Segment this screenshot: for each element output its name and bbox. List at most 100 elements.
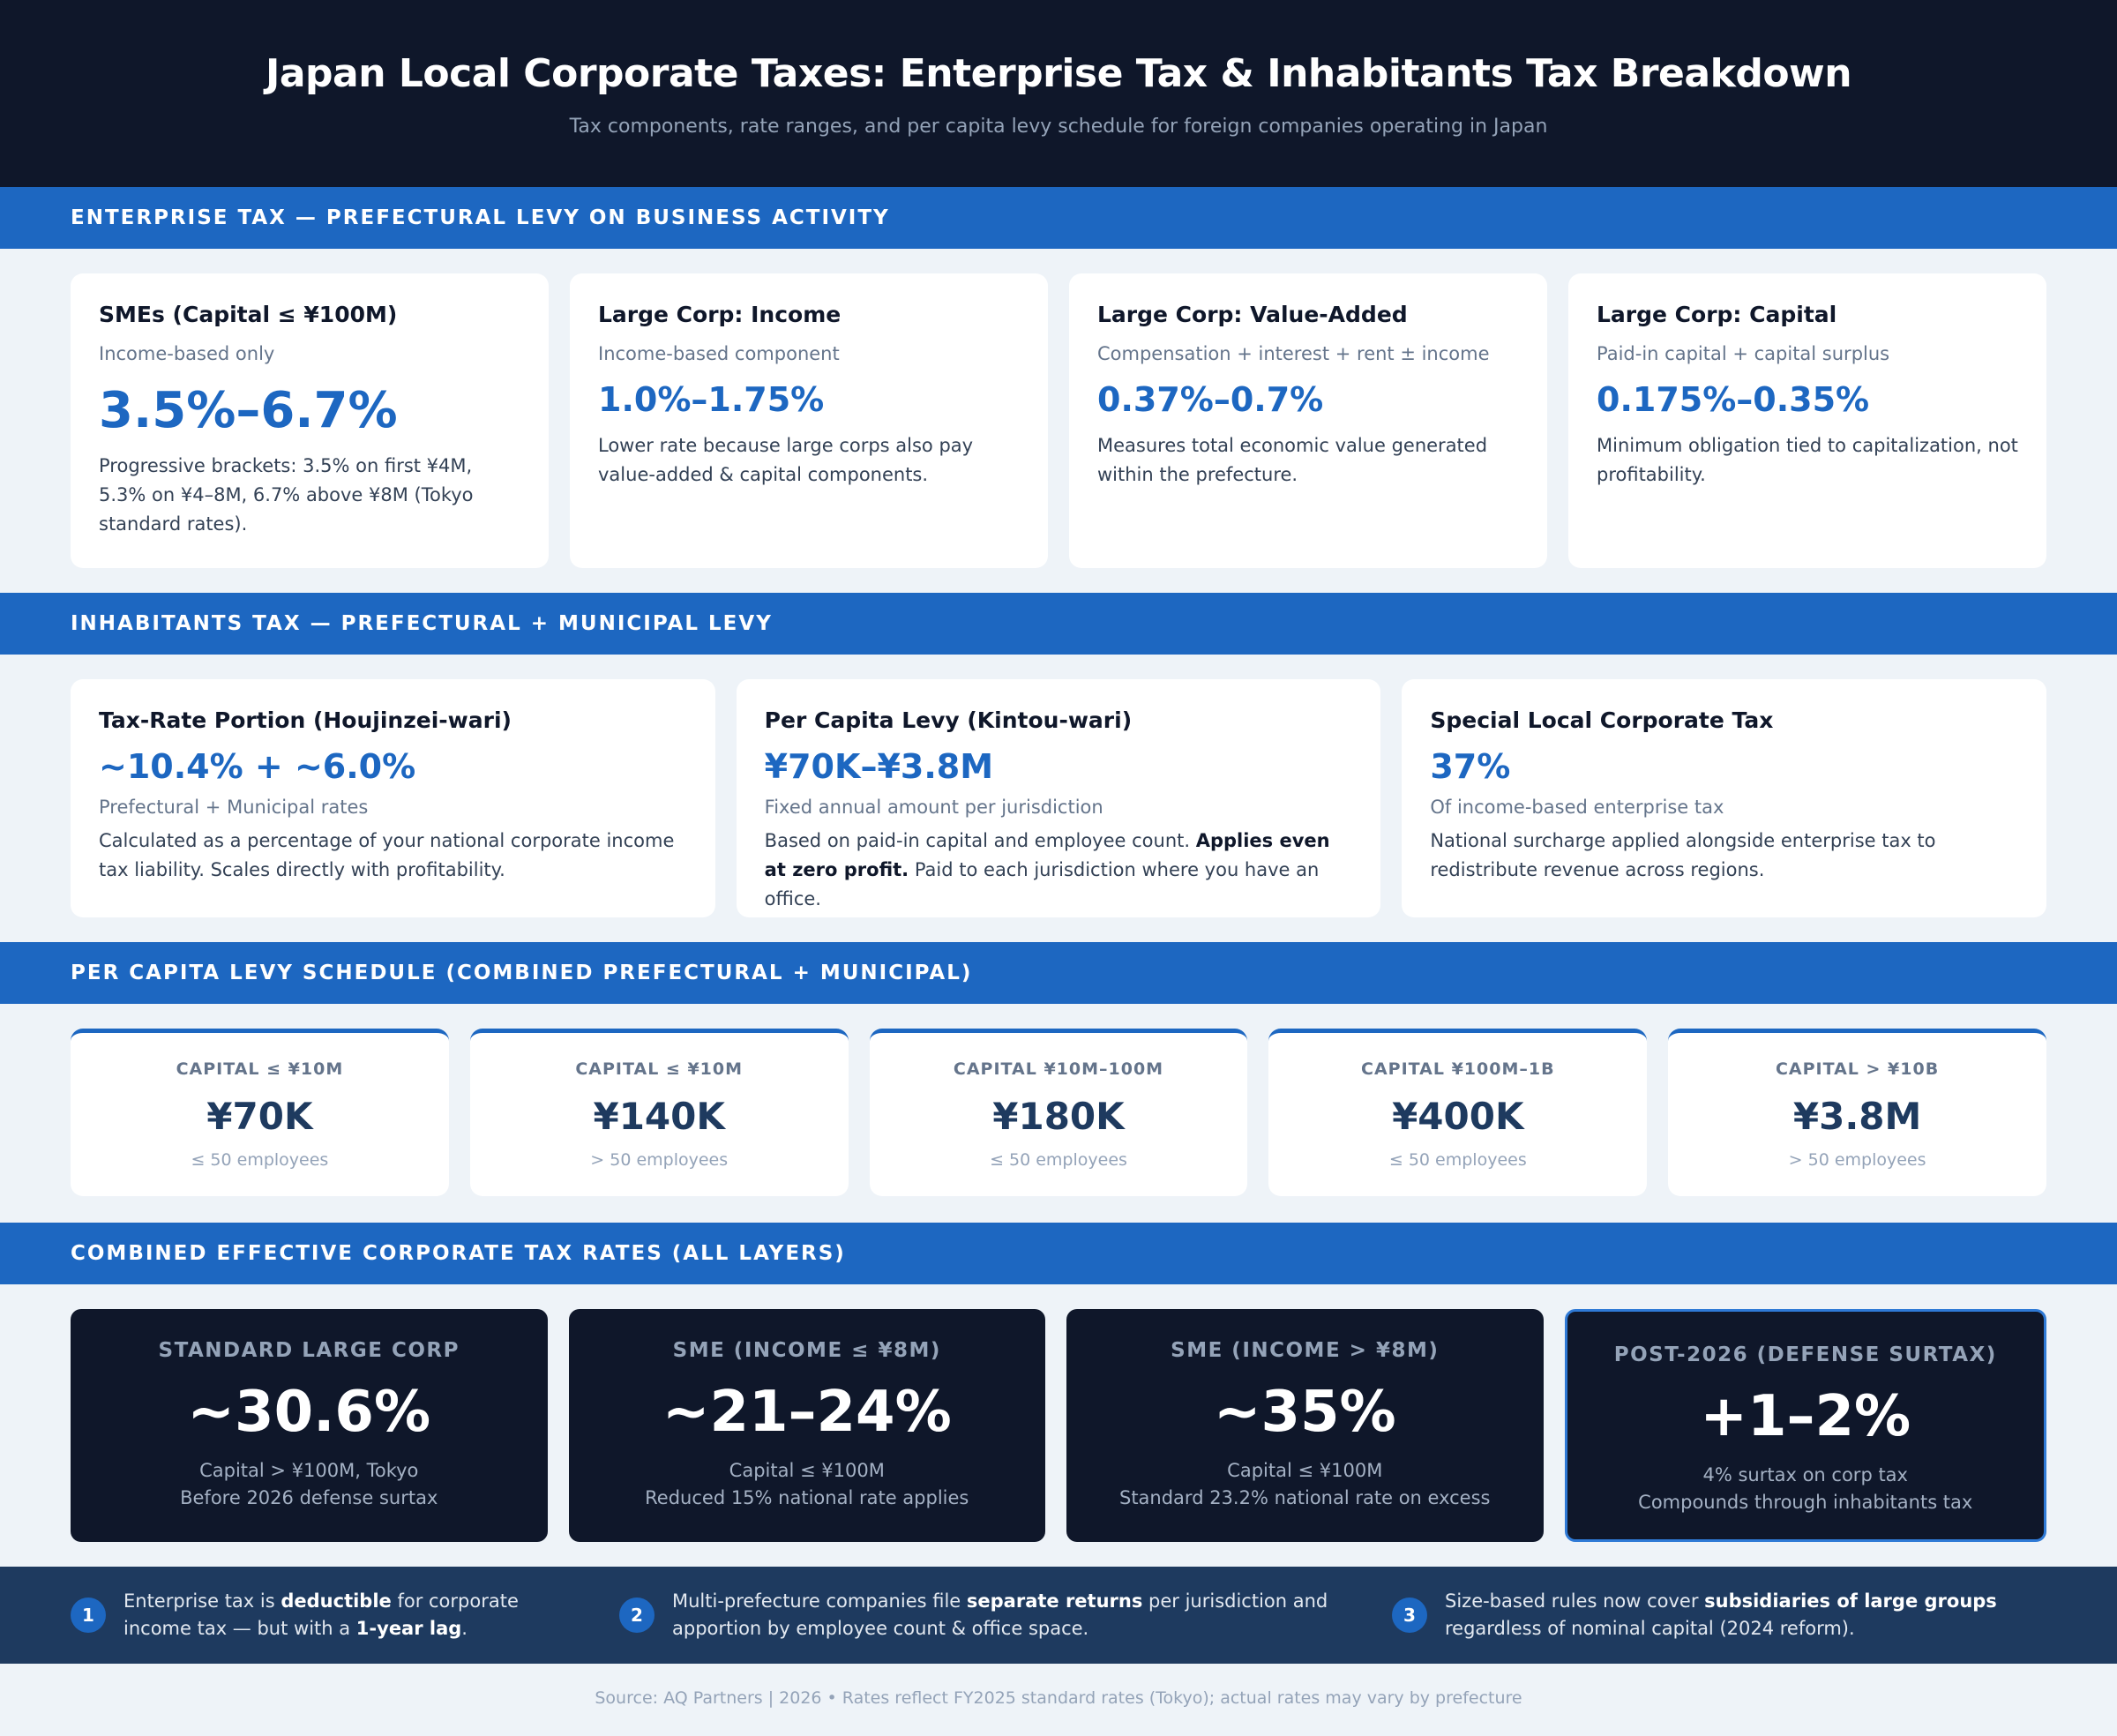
capital-bracket: Capital ¥100M–1B (1361, 1059, 1555, 1079)
levy-tier: Capital ¥10M–100M ¥180K ≤ 50 employees (869, 1029, 1248, 1196)
description-text: Paid to each jurisdiction where you have… (764, 859, 1320, 909)
note-item: 1 Enterprise tax is deductible for corpo… (71, 1588, 586, 1642)
rate-note: Capital ≤ ¥100M Standard 23.2% national r… (1066, 1457, 1544, 1512)
rate-label: Standard Large Corp (158, 1339, 460, 1362)
section-header-inhabitants-tax: Inhabitants Tax — Prefectural + Municipa… (0, 593, 2117, 655)
rate-note-line: Before 2026 defense surtax (180, 1487, 438, 1508)
tax-rate-portion-card: Tax-Rate Portion (Houjinzei-wari) ~10.4%… (71, 679, 715, 917)
note-text: Multi-prefecture companies file separate… (672, 1588, 1362, 1642)
employee-condition: ≤ 50 employees (1388, 1150, 1527, 1170)
note-text-part: Multi-prefecture companies file (672, 1590, 967, 1612)
levy-amount: ¥3.8M (1792, 1095, 1922, 1138)
card-title: Special Local Corporate Tax (1430, 707, 1774, 733)
rate-note-line: Capital > ¥100M, Tokyo (199, 1460, 419, 1481)
card-title: Large Corp: Income (598, 302, 842, 327)
note-emphasis: 1-year lag (355, 1618, 462, 1639)
card-title: Tax-Rate Portion (Houjinzei-wari) (99, 707, 512, 733)
rate-value: ~10.4% + ~6.0% (99, 747, 416, 786)
rate-note-line: Standard 23.2% national rate on excess (1118, 1487, 1491, 1508)
page-title: Japan Local Corporate Taxes: Enterprise … (265, 51, 1852, 96)
rate-note-line: 4% surtax on corp tax (1702, 1464, 1908, 1485)
capital-bracket: Capital > ¥10B (1775, 1059, 1940, 1079)
card-subtitle: Paid-in capital + capital surplus (1597, 343, 1890, 364)
large-corp-income-card: Large Corp: Income Income-based componen… (570, 273, 1048, 568)
card-title: SMEs (Capital ≤ ¥100M) (99, 302, 398, 327)
levy-amount: ¥140K (593, 1095, 725, 1138)
card-description: Calculated as a percentage of your natio… (99, 830, 675, 880)
note-number-badge: 1 (71, 1598, 106, 1633)
rate-note: Capital ≤ ¥100M Reduced 15% national rate… (569, 1457, 1046, 1512)
card-description: Minimum obligation tied to capitalizatio… (1597, 435, 2018, 485)
rate-card-sme-high-income: SME (Income > ¥8M) ~35% Capital ≤ ¥100M S… (1066, 1309, 1544, 1542)
levy-tier: Capital > ¥10B ¥3.8M > 50 employees (1668, 1029, 2046, 1196)
rate-note-line: Reduced 15% national rate applies (645, 1487, 969, 1508)
levy-amount: ¥400K (1392, 1095, 1524, 1138)
rate-value: 37% (1430, 747, 1511, 786)
note-text-part: per jurisdiction and apportion by employ… (672, 1590, 1328, 1639)
effective-rate: ~35% (1213, 1380, 1396, 1445)
rate-note-line: Capital ≤ ¥100M (1227, 1460, 1383, 1481)
note-item: 2 Multi-prefecture companies file separa… (619, 1588, 1362, 1642)
effective-rate: ~21–24% (662, 1380, 952, 1445)
page-header: Japan Local Corporate Taxes: Enterprise … (0, 0, 2117, 187)
rate-label: Post-2026 (Defense Surtax) (1613, 1343, 1997, 1366)
rate-value: ¥70K–¥3.8M (764, 747, 994, 786)
card-subtitle: Income-based component (598, 343, 840, 364)
card-subtitle: Fixed annual amount per jurisdiction (764, 797, 1103, 818)
employee-condition: ≤ 50 employees (990, 1150, 1127, 1170)
card-title: Per Capita Levy (Kintou-wari) (764, 707, 1133, 733)
rate-value: 3.5%–6.7% (99, 382, 398, 439)
note-text-part: regardless of nominal capital (2024 refo… (1445, 1618, 1855, 1639)
card-description: National surcharge applied alongside ent… (1430, 830, 1936, 880)
card-subtitle: Compensation + interest + rent ± income (1097, 343, 1490, 364)
note-text-part: Size-based rules now cover (1445, 1590, 1705, 1612)
source-footnote: Source: AQ Partners | 2026 • Rates refle… (595, 1688, 1522, 1708)
card-title: Large Corp: Capital (1597, 302, 1837, 327)
rate-note-line: Capital ≤ ¥100M (729, 1460, 885, 1481)
card-description: Based on paid-in capital and employee co… (765, 827, 1353, 914)
levy-tier: Capital ≤ ¥10M ¥140K > 50 employees (469, 1029, 849, 1196)
note-text-part: Enterprise tax is (123, 1590, 281, 1612)
levy-amount: ¥180K (992, 1095, 1125, 1138)
rate-card-post-2026: Post-2026 (Defense Surtax) +1–2% 4% surt… (1564, 1309, 2046, 1542)
rate-note: 4% surtax on corp tax Compounds through i… (1567, 1462, 2045, 1516)
note-emphasis: deductible (281, 1590, 392, 1612)
card-subtitle: Income-based only (99, 343, 275, 364)
section-header-enterprise-tax: Enterprise Tax — Prefectural Levy on Bus… (0, 187, 2117, 249)
effective-rate: +1–2% (1700, 1384, 1911, 1449)
capital-bracket: Capital ¥10M–100M (953, 1059, 1164, 1079)
section-header-combined-rates: Combined Effective Corporate Tax Rates (… (0, 1223, 2117, 1284)
rate-value: 0.175%–0.35% (1597, 380, 1870, 419)
section-header-levy-schedule: Per Capita Levy Schedule (Combined Prefe… (0, 942, 2117, 1004)
rate-note: Capital > ¥100M, Tokyo Before 2026 defens… (71, 1457, 548, 1512)
per-capita-levy-card: Per Capita Levy (Kintou-wari) ¥70K–¥3.8M… (736, 679, 1381, 917)
rate-card-sme-low-income: SME (Income ≤ ¥8M) ~21–24% Capital ≤ ¥10… (568, 1309, 1046, 1542)
sme-card: SMEs (Capital ≤ ¥100M) Income-based only… (71, 273, 549, 568)
key-notes-bar: 1 Enterprise tax is deductible for corpo… (0, 1567, 2117, 1664)
card-description: Lower rate because large corps also pay … (598, 435, 974, 485)
employee-condition: > 50 employees (590, 1150, 729, 1170)
card-description: Progressive brackets: 3.5% on first ¥4M,… (99, 455, 474, 535)
rate-label: SME (Income > ¥8M) (1171, 1339, 1440, 1362)
note-emphasis: subsidiaries of large groups (1704, 1590, 1997, 1612)
employee-condition: ≤ 50 employees (191, 1150, 329, 1170)
rate-label: SME (Income ≤ ¥8M) (672, 1339, 941, 1362)
page-subtitle: Tax components, rate ranges, and per cap… (569, 116, 1548, 138)
note-number-badge: 3 (1392, 1598, 1427, 1633)
employee-condition: > 50 employees (1788, 1150, 1926, 1170)
note-emphasis: separate returns (966, 1590, 1143, 1612)
rate-value: 0.37%–0.7% (1097, 380, 1324, 419)
large-corp-capital-card: Large Corp: Capital Paid-in capital + ca… (1568, 273, 2046, 568)
description-emphasis: Applies even at zero profit. (764, 830, 1330, 880)
rate-value: 1.0%–1.75% (598, 380, 825, 419)
levy-tier: Capital ≤ ¥10M ¥70K ≤ 50 employees (71, 1029, 449, 1196)
card-subtitle: Of income-based enterprise tax (1430, 797, 1724, 818)
capital-bracket: Capital ≤ ¥10M (575, 1059, 744, 1079)
rate-card-standard-large-corp: Standard Large Corp ~30.6% Capital > ¥10… (71, 1309, 548, 1542)
capital-bracket: Capital ≤ ¥10M (176, 1059, 344, 1079)
card-title: Large Corp: Value-Added (1097, 302, 1408, 327)
levy-tier: Capital ¥100M–1B ¥400K ≤ 50 employees (1268, 1029, 1648, 1196)
note-text-part: . (461, 1618, 468, 1639)
description-text: Based on paid-in capital and employee co… (764, 830, 1196, 851)
note-number-badge: 2 (619, 1598, 655, 1633)
